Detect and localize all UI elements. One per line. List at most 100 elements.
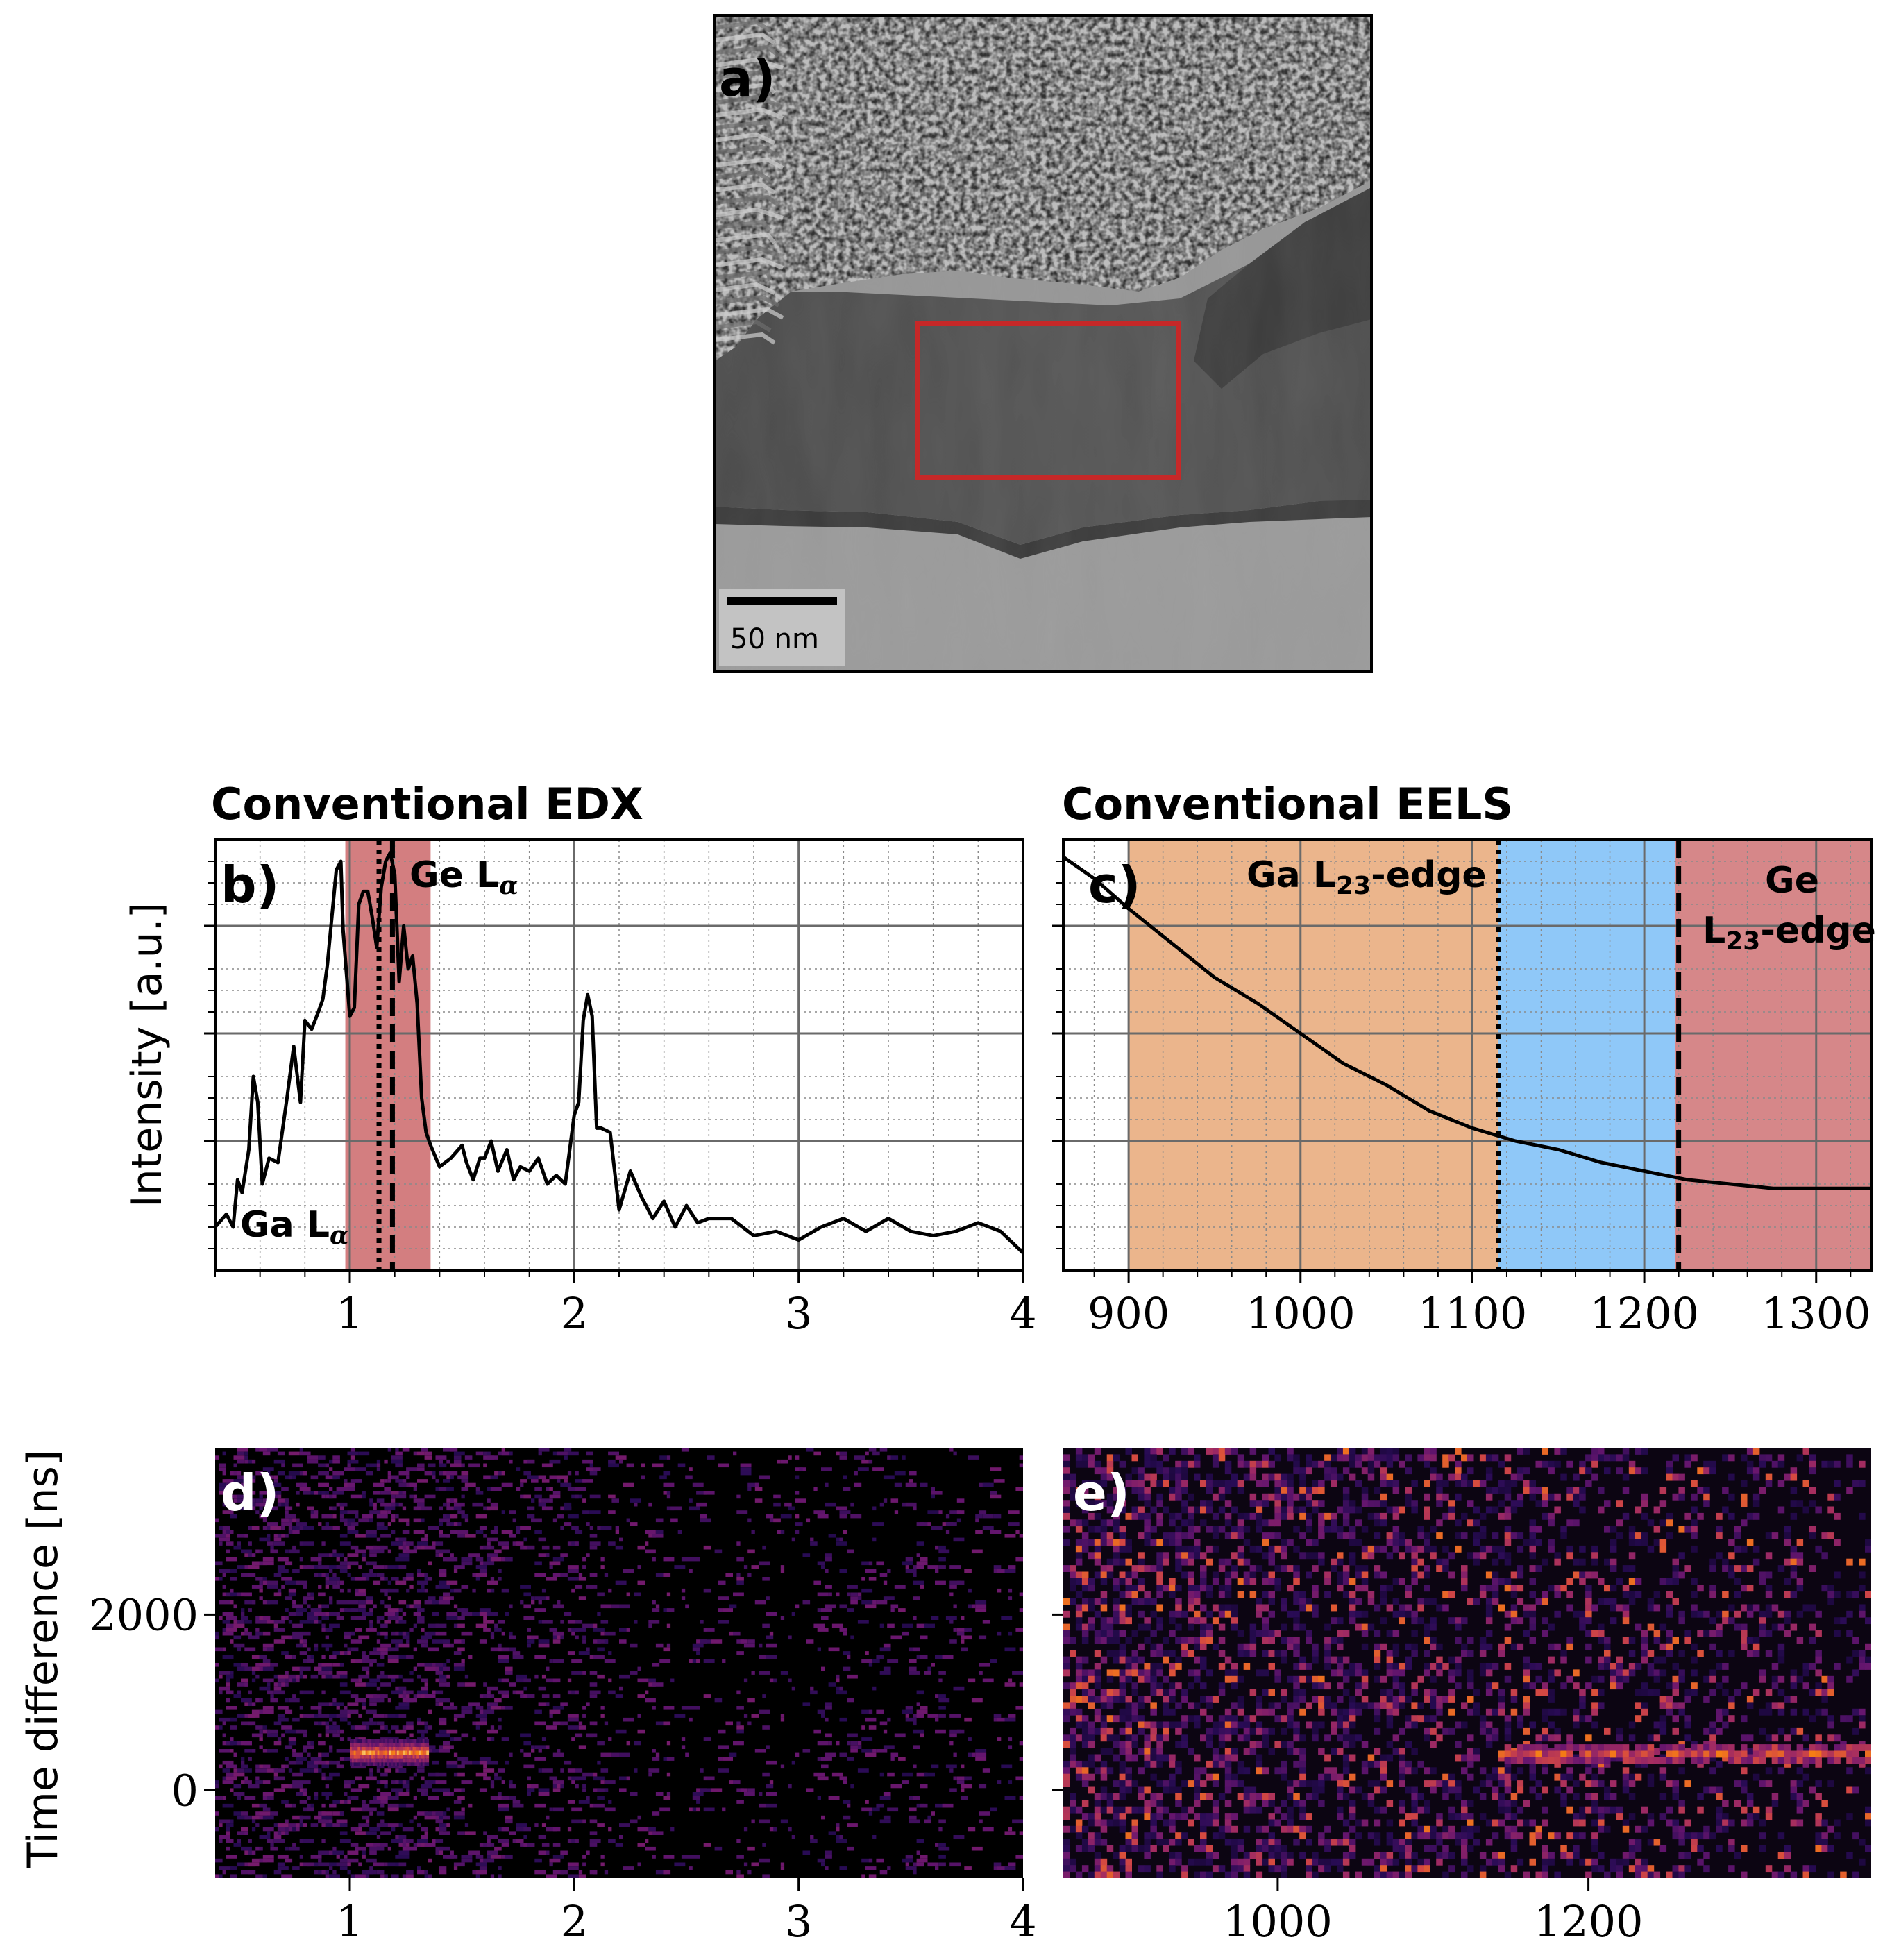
heat-bin (273, 1475, 278, 1480)
heat-bin (608, 1839, 616, 1843)
heat-bin (226, 1557, 237, 1562)
heat-bin (666, 1772, 671, 1777)
heat-bin (336, 1764, 344, 1769)
heat-bin (575, 1776, 586, 1781)
heat-bin (339, 1690, 351, 1695)
heat-bin (1635, 1448, 1642, 1455)
heat-bin (487, 1612, 498, 1616)
heat-bin (630, 1522, 638, 1526)
heat-bin (244, 1831, 248, 1835)
heat-bin (226, 1741, 230, 1746)
heat-bin (1436, 1565, 1443, 1572)
heat-bin (681, 1706, 689, 1710)
heat-bin (244, 1628, 248, 1632)
heat-bin (1070, 1585, 1076, 1592)
hotspot-bin (362, 1762, 364, 1766)
heat-bin (273, 1541, 285, 1546)
heat-bin (230, 1588, 234, 1593)
heat-bin (1175, 1598, 1182, 1605)
heat-bin (255, 1471, 263, 1476)
heat-bin (479, 1717, 487, 1722)
heat-bin (1119, 1532, 1126, 1539)
heat-bin (237, 1796, 241, 1800)
heat-bin (615, 1694, 623, 1698)
heat-bin (718, 1463, 729, 1468)
heat-bin (262, 1709, 274, 1714)
hotspot-bin (420, 1739, 423, 1743)
heat-bin (303, 1471, 307, 1476)
heat-bin (339, 1737, 344, 1741)
heat-bin (1517, 1585, 1524, 1592)
heat-bin (861, 1709, 873, 1714)
heat-bin (435, 1541, 444, 1546)
heat-bin (902, 1709, 913, 1714)
heat-bin (1746, 1539, 1754, 1546)
heat-bin (344, 1467, 355, 1471)
heat-bin (241, 1760, 245, 1765)
heat-bin (219, 1487, 230, 1491)
heat-bin (1349, 1460, 1356, 1468)
heat-bin (233, 1623, 245, 1628)
heat-bin (560, 1573, 568, 1577)
heat-bin (1237, 1558, 1244, 1566)
heat-bin (1697, 1585, 1704, 1592)
heat-bin (1529, 1623, 1536, 1631)
hotspot-bin (408, 1755, 412, 1759)
heat-bin (339, 1541, 351, 1546)
heat-bin (751, 1862, 759, 1867)
heat-bin (1206, 1480, 1213, 1487)
heat-bin (259, 1491, 267, 1495)
heat-bin (285, 1858, 293, 1863)
heat-bin (868, 1561, 873, 1566)
heat-bin (1591, 1473, 1598, 1481)
heat-bin (509, 1604, 513, 1609)
heat-bin (244, 1815, 252, 1820)
heat-bin (344, 1631, 355, 1636)
heat-bin (700, 1788, 711, 1792)
heat-bin (321, 1663, 333, 1667)
heat-bin (380, 1772, 388, 1777)
heat-bin (780, 1671, 788, 1675)
heat-bin (494, 1628, 502, 1632)
heat-bin (347, 1459, 351, 1464)
heat-bin (1622, 1487, 1630, 1494)
heat-bin (288, 1612, 296, 1616)
heat-bin (920, 1585, 924, 1589)
heat-bin (1075, 1617, 1083, 1625)
heat-bin (541, 1768, 553, 1773)
heat-bin (762, 1545, 766, 1550)
heat-bin (949, 1729, 961, 1734)
hotspot-bin (383, 1743, 386, 1747)
heat-bin (321, 1604, 329, 1609)
heat-bin (1529, 1519, 1536, 1527)
heat-bin (1802, 1448, 1809, 1455)
heat-bin (439, 1463, 447, 1468)
heat-bin (424, 1471, 436, 1476)
heat-bin (523, 1604, 531, 1609)
heat-bin (1156, 1552, 1163, 1560)
heat-bin (267, 1506, 278, 1511)
heat-bin (267, 1835, 271, 1839)
heat-bin (248, 1690, 252, 1695)
heat-bin (597, 1741, 605, 1746)
heat-bin (1827, 1591, 1834, 1598)
heat-bin (1430, 1473, 1437, 1481)
heat-bin (391, 1788, 403, 1792)
heat-bin (1119, 1460, 1126, 1468)
heat-bin (1175, 1623, 1182, 1631)
heat-bin (589, 1585, 593, 1589)
heat-bin (916, 1553, 920, 1557)
heat-bin (1188, 1623, 1194, 1631)
heat-bin (1200, 1480, 1207, 1487)
heat-bin (1504, 1610, 1512, 1618)
hotspot-bin (412, 1750, 416, 1755)
heat-bin (1206, 1610, 1213, 1618)
heat-bin (387, 1565, 399, 1569)
heat-bin (1604, 1526, 1611, 1533)
heat-bin (1156, 1500, 1163, 1507)
hotspot-bin (420, 1755, 423, 1759)
heat-bin (479, 1608, 491, 1612)
heat-bin (1498, 1545, 1505, 1553)
heat-bin (421, 1784, 432, 1789)
heat-bin (380, 1671, 385, 1675)
